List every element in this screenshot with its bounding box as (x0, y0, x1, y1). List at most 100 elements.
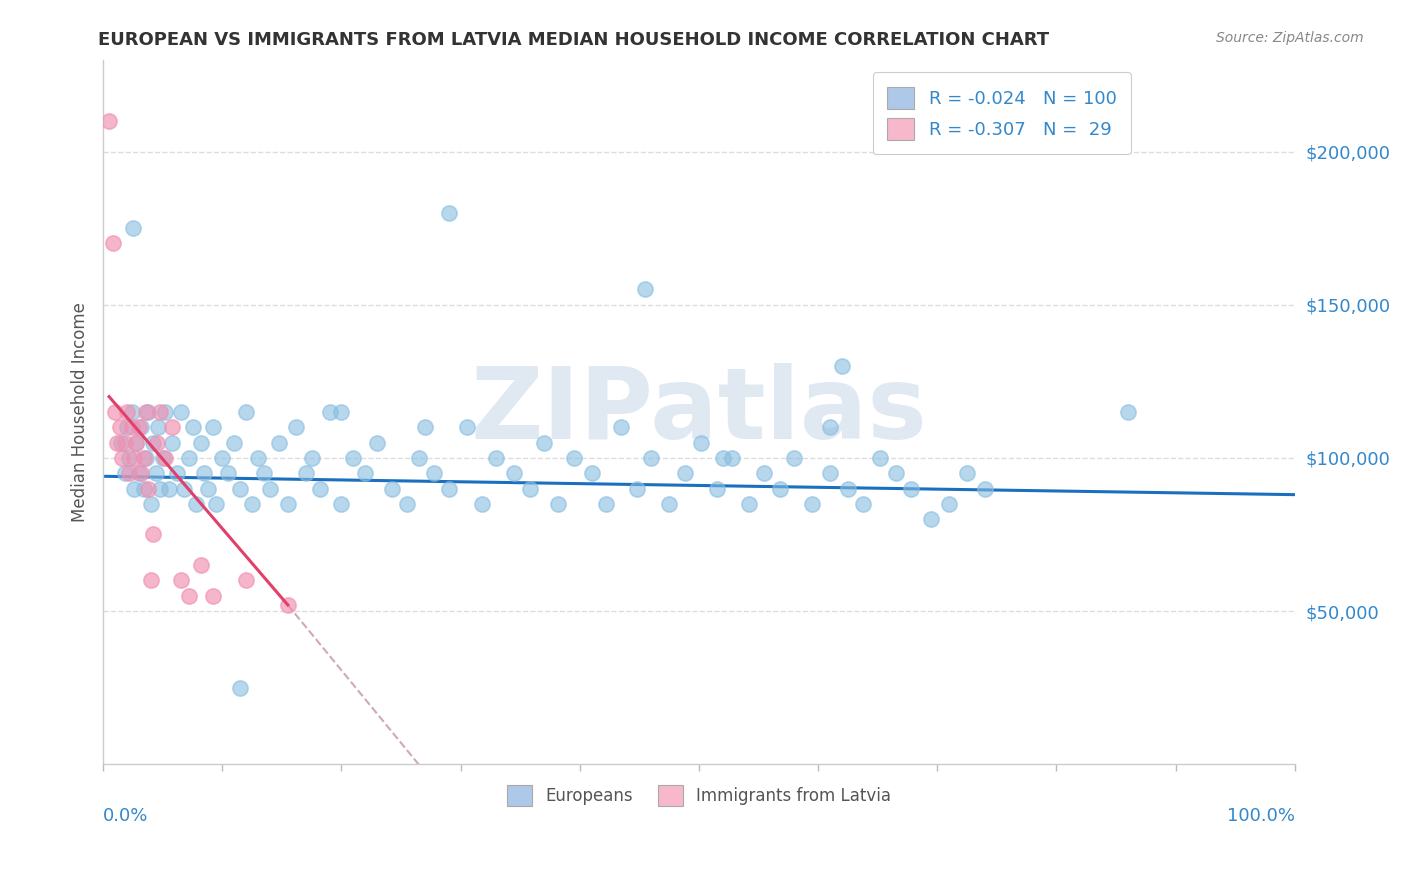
Point (562, 450, 585, 465)
Point (190, 558, 212, 573)
Point (138, 405, 160, 419)
Point (285, 420, 308, 434)
Point (818, 420, 841, 434)
Point (269, 435, 291, 450)
Point (153, 450, 176, 465)
Legend: Europeans, Immigrants from Latvia: Europeans, Immigrants from Latvia (501, 779, 898, 813)
Point (253, 467, 276, 481)
Text: ZIPatlas: ZIPatlas (471, 363, 928, 460)
Point (974, 482, 997, 496)
Point (229, 681, 252, 695)
Point (956, 467, 979, 481)
Point (634, 282, 657, 296)
Point (380, 482, 402, 496)
Point (108, 420, 131, 434)
Point (121, 405, 143, 419)
Point (177, 450, 200, 465)
Point (128, 467, 150, 481)
Point (139, 497, 162, 511)
Point (318, 405, 340, 419)
Point (711, 450, 734, 465)
Point (125, 435, 148, 450)
Point (437, 206, 460, 220)
Point (837, 482, 859, 496)
Point (721, 450, 744, 465)
Point (132, 450, 155, 465)
Point (162, 435, 184, 450)
Point (153, 405, 176, 419)
Point (184, 497, 207, 511)
Point (533, 435, 555, 450)
Point (142, 527, 165, 541)
Point (135, 450, 157, 465)
Point (437, 482, 460, 496)
Point (801, 497, 824, 511)
Point (114, 467, 136, 481)
Point (224, 435, 246, 450)
Point (423, 467, 446, 481)
Point (706, 482, 728, 496)
Point (169, 574, 191, 588)
Text: 100.0%: 100.0% (1227, 806, 1295, 824)
Point (157, 482, 180, 496)
Point (146, 420, 169, 434)
Point (783, 450, 806, 465)
Point (229, 482, 252, 496)
Point (104, 405, 127, 419)
Point (115, 420, 138, 434)
Point (149, 405, 172, 419)
Point (547, 497, 569, 511)
Point (413, 420, 436, 434)
Point (118, 450, 141, 465)
Point (162, 420, 184, 434)
Point (869, 450, 891, 465)
Text: EUROPEAN VS IMMIGRANTS FROM LATVIA MEDIAN HOUSEHOLD INCOME CORRELATION CHART: EUROPEAN VS IMMIGRANTS FROM LATVIA MEDIA… (98, 31, 1049, 49)
Point (309, 482, 332, 496)
Point (122, 221, 145, 235)
Point (115, 405, 138, 419)
Point (301, 450, 323, 465)
Point (145, 435, 167, 450)
Point (173, 482, 195, 496)
Point (395, 497, 418, 511)
Point (235, 574, 257, 588)
Point (456, 420, 478, 434)
Point (135, 405, 157, 419)
Point (690, 435, 713, 450)
Point (852, 497, 875, 511)
Point (125, 435, 148, 450)
Point (181, 420, 204, 434)
Point (132, 482, 155, 496)
Point (193, 467, 215, 481)
Point (769, 482, 792, 496)
Point (342, 450, 364, 465)
Point (738, 497, 761, 511)
Point (201, 420, 224, 434)
Point (277, 598, 299, 612)
Point (818, 467, 841, 481)
Point (138, 482, 160, 496)
Point (408, 450, 430, 465)
Point (107, 435, 129, 450)
Text: 0.0%: 0.0% (103, 806, 149, 824)
Y-axis label: Median Household Income: Median Household Income (72, 302, 89, 522)
Point (121, 420, 143, 434)
Point (294, 467, 316, 481)
Point (145, 467, 167, 481)
Point (259, 482, 281, 496)
Point (240, 497, 263, 511)
Point (485, 450, 508, 465)
Point (122, 450, 145, 465)
Point (900, 482, 922, 496)
Point (211, 450, 233, 465)
Point (1116, 405, 1139, 419)
Point (110, 435, 132, 450)
Point (673, 467, 696, 481)
Text: Source: ZipAtlas.com: Source: ZipAtlas.com (1216, 31, 1364, 45)
Point (640, 450, 662, 465)
Point (938, 497, 960, 511)
Point (519, 482, 541, 496)
Point (503, 467, 526, 481)
Point (152, 450, 174, 465)
Point (610, 420, 633, 434)
